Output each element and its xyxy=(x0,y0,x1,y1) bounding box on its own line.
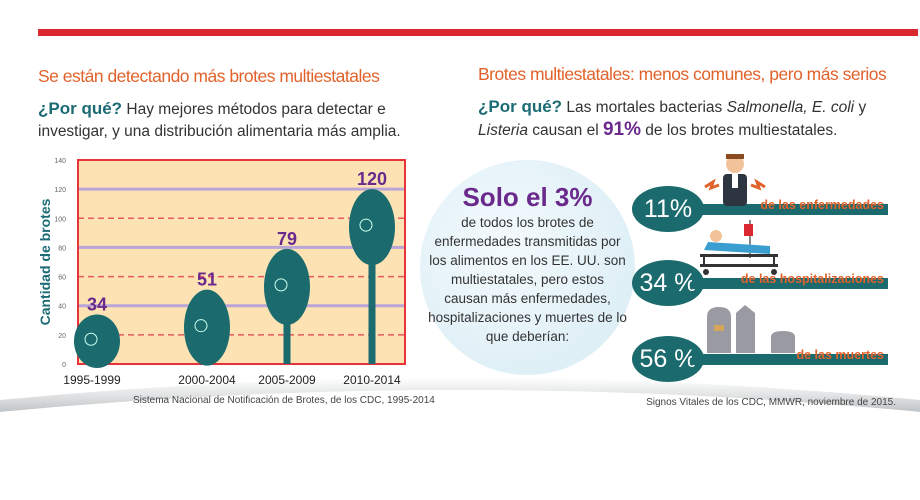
info-circle: Solo el 3% de todos los brotes de enferm… xyxy=(420,160,635,375)
data-label: 79 xyxy=(277,229,297,249)
y-tick-label: 140 xyxy=(54,158,66,165)
left-source: Sistema Nacional de Notificación de Brot… xyxy=(133,395,435,406)
left-subtitle: ¿Por qué? Hay mejores métodos para detec… xyxy=(38,98,438,143)
hospital-bed-icon xyxy=(700,220,778,275)
text: y xyxy=(858,99,867,116)
bacteria-icon xyxy=(194,319,208,333)
tombstones-icon xyxy=(707,305,795,353)
y-tick-label: 20 xyxy=(58,333,66,340)
sick-person-icon xyxy=(704,154,766,206)
stat-bar: de las enfermedades xyxy=(692,198,888,215)
bacteria-icon xyxy=(84,332,98,346)
bacteria-name: Listeria xyxy=(478,122,528,139)
stat-illnesses: 11% de las enfermedades xyxy=(632,186,892,236)
outbreaks-chart: 0 20 40 60 80 100 120 140 Cantidad de brotes 34 19… xyxy=(37,158,406,387)
left-reason: Hay mejores métodos para detectar e inve… xyxy=(38,101,401,140)
data-label: 51 xyxy=(197,270,217,290)
stat-deaths: 56 % de las muertes xyxy=(632,336,892,386)
stat-label: de las muertes xyxy=(796,348,884,362)
bacteria-icon xyxy=(359,218,373,232)
right-source: Signos Vitales de los CDC, MMWR, noviemb… xyxy=(646,397,896,408)
stat-label: de las enfermedades xyxy=(760,198,884,212)
bar-stem xyxy=(368,227,376,364)
bar-stem xyxy=(283,286,291,364)
stat-hospitalizations: 34 % de las hospitalizaciones xyxy=(632,260,892,310)
right-title: Brotes multiestatales: menos comunes, pe… xyxy=(478,64,887,84)
y-tick-label: 120 xyxy=(54,187,66,194)
stat-bar: de las muertes xyxy=(692,348,888,365)
text: de los brotes multiestatales. xyxy=(645,122,838,139)
highlight-percent: 91% xyxy=(602,119,641,140)
stat-value: 11% xyxy=(632,186,704,232)
circle-headline: Solo el 3% xyxy=(462,182,593,212)
stat-label: de las hospitalizaciones xyxy=(740,272,884,286)
y-tick-label: 100 xyxy=(54,216,66,223)
right-subtitle: ¿Por qué? Las mortales bacterias Salmone… xyxy=(478,96,898,142)
x-tick-label: 2000-2004 xyxy=(178,373,236,387)
why-label: ¿Por qué? xyxy=(478,97,563,116)
x-tick-label: 2005-2009 xyxy=(258,373,316,387)
y-tick-label: 60 xyxy=(58,275,66,282)
data-label: 34 xyxy=(87,294,107,314)
y-axis-label: Cantidad de brotes xyxy=(37,198,53,325)
data-label: 120 xyxy=(357,169,387,189)
y-tick-label: 80 xyxy=(58,245,66,252)
plot-frame xyxy=(77,159,406,365)
left-title: Se están detectando más brotes multiesta… xyxy=(38,66,380,86)
x-tick-label: 1995-1999 xyxy=(63,373,121,387)
background-swoosh xyxy=(0,377,920,500)
x-tick-label: 2010-2014 xyxy=(343,373,401,387)
bacteria-names: Salmonella, E. coli xyxy=(726,99,855,116)
bacteria-icon xyxy=(274,278,288,292)
circle-text: de todos los brotes de enfermedades tran… xyxy=(428,215,627,344)
why-label: ¿Por qué? xyxy=(38,99,123,118)
text: Las mortales bacterias xyxy=(566,99,723,116)
plot-background xyxy=(78,160,405,364)
y-tick-label: 40 xyxy=(58,304,66,311)
stat-bar: de las hospitalizaciones xyxy=(692,272,888,289)
top-red-bar xyxy=(38,29,918,36)
y-tick-label: 0 xyxy=(62,362,66,369)
text: causan el xyxy=(532,122,599,139)
